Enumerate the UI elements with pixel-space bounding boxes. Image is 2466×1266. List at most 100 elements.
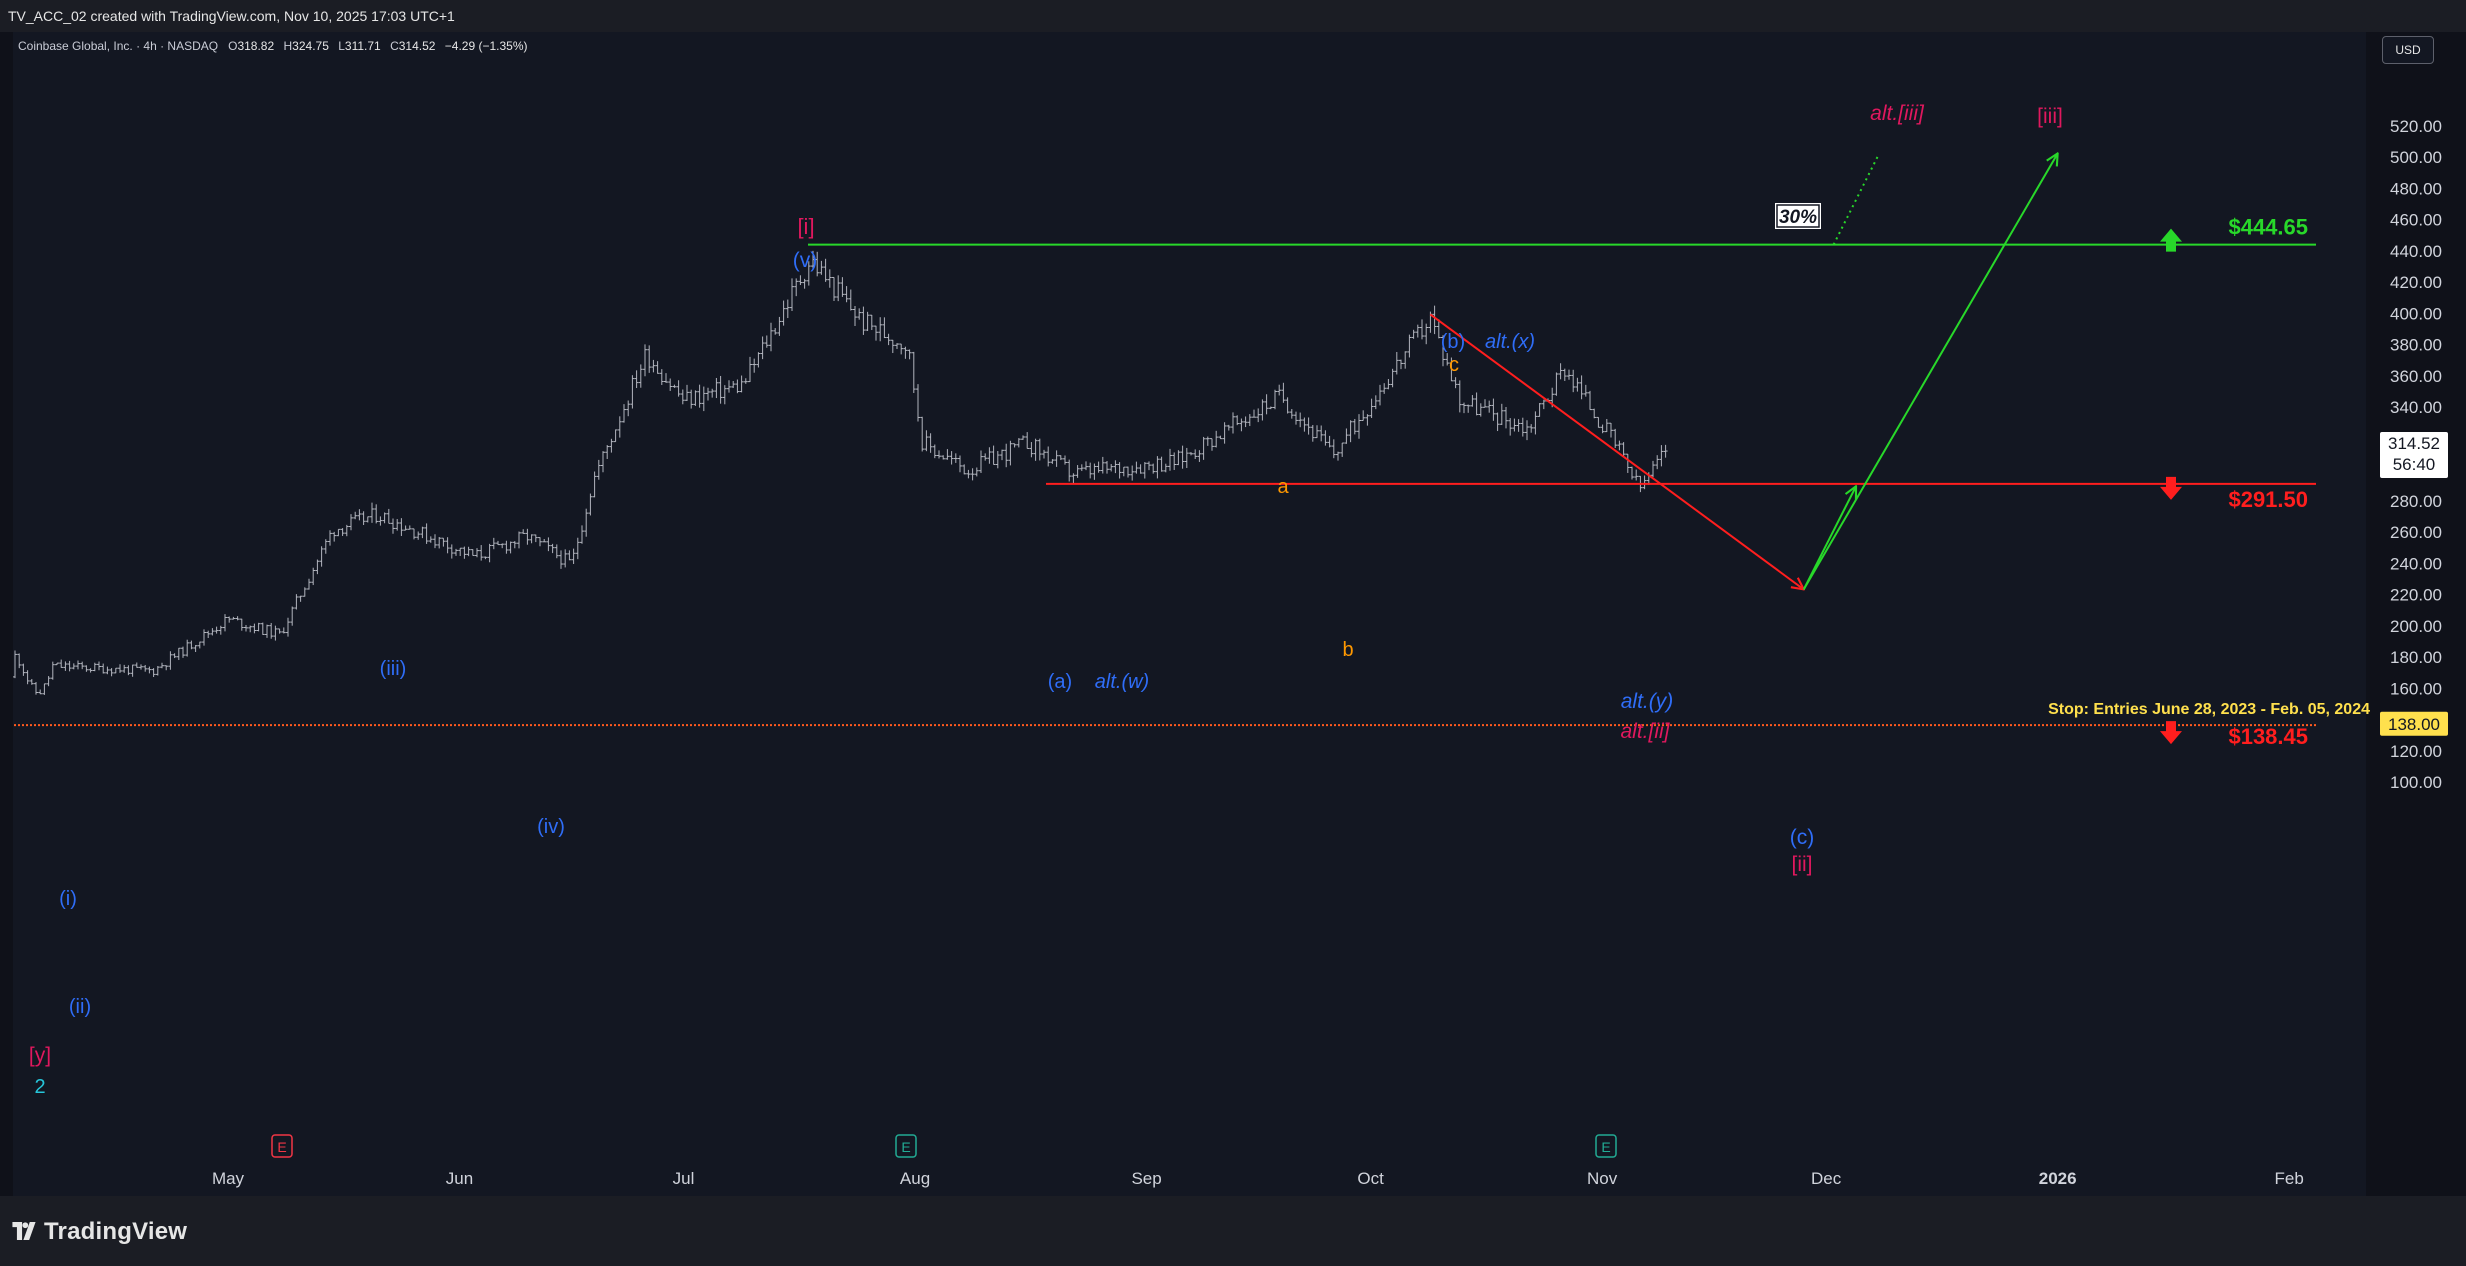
close-key: C <box>390 39 399 53</box>
wave-label: [i] <box>797 214 814 239</box>
level-price-label: $138.45 <box>2228 724 2308 749</box>
projection-line <box>1429 313 1803 589</box>
y-tick-label: 280.00 <box>2390 492 2442 511</box>
x-tick-label: Feb <box>2275 1169 2304 1188</box>
last-price-box <box>2380 431 2448 478</box>
projection-line <box>1802 486 1856 590</box>
y-tick-label: 340.00 <box>2390 398 2442 417</box>
wave-label: (iii) <box>380 658 407 680</box>
high-value: 324.75 <box>292 39 329 53</box>
wave-label: (iv) <box>537 816 565 838</box>
wave-label: c <box>1449 354 1459 376</box>
wave-label: b <box>1342 639 1353 661</box>
earnings-marker-label: E <box>1601 1139 1610 1155</box>
x-tick-label: Jun <box>446 1169 473 1188</box>
y-tick-label: 160.00 <box>2390 679 2442 698</box>
wave-label: (b) <box>1441 331 1465 353</box>
level-price-label: $444.65 <box>2228 215 2308 240</box>
y-tick-label: 260.00 <box>2390 523 2442 542</box>
created-with-text: TV_ACC_02 created with TradingView.com, … <box>8 8 455 24</box>
wave-label: a <box>1277 476 1289 498</box>
y-tick-label: 240.00 <box>2390 554 2442 573</box>
y-tick-label: 420.00 <box>2390 273 2442 292</box>
levels-layer: $444.65 $291.50 $138.45 Stop: Entries June … <box>14 215 2370 749</box>
y-tick-label: 180.00 <box>2390 648 2442 667</box>
x-tick-label: Nov <box>1587 1169 1618 1188</box>
earnings-marker-label: E <box>901 1139 910 1155</box>
y-tick-label: 380.00 <box>2390 336 2442 355</box>
wave-label: (ii) <box>69 996 91 1018</box>
close-value: 314.52 <box>398 39 436 53</box>
wave-label: 2 <box>34 1076 45 1098</box>
wave-label: [ii] <box>1792 853 1813 876</box>
y-tick-label: 520.00 <box>2390 117 2442 136</box>
wave-label: (a) <box>1048 671 1072 693</box>
wave-label: alt.(x) <box>1485 331 1535 353</box>
wave-labels-layer: [i](v)(i)(ii)(iii)(iv)[y]2(a) alt.(w)abc(… <box>29 102 2063 1158</box>
x-tick-label: 2026 <box>2039 1169 2077 1188</box>
y-tick-label: 200.00 <box>2390 617 2442 636</box>
x-tick-label: Aug <box>900 1169 930 1188</box>
last-price-label: 314.52 <box>2388 434 2440 453</box>
y-tick-label: 360.00 <box>2390 367 2442 386</box>
symbol-legend[interactable]: Coinbase Global, Inc. · 4h · NASDAQ O318… <box>18 39 528 53</box>
footer-bar <box>0 1196 2466 1266</box>
low-key: L <box>338 39 345 53</box>
y-tick-label: 480.00 <box>2390 179 2442 198</box>
level-price-label: $291.50 <box>2228 487 2308 512</box>
time-axis[interactable]: May Jun Jul Aug Sep Oct Nov Dec 2026 Feb <box>212 1169 2304 1188</box>
countdown-label: 56:40 <box>2393 455 2436 474</box>
earnings-marker-icon <box>1595 1134 1617 1158</box>
open-key: O <box>228 39 238 53</box>
y-tick-label: 440.00 <box>2390 242 2442 261</box>
wave-label: (i) <box>59 888 77 910</box>
y-tick-label: 400.00 <box>2390 304 2442 323</box>
level-arrow-down-icon <box>2160 476 2182 500</box>
y-tick-label: 120.00 <box>2390 742 2442 761</box>
price-axis[interactable]: 100.00120.00140.00160.00180.00200.00220.… <box>2380 117 2448 792</box>
symbol-name: Coinbase Global, Inc. · 4h · NASDAQ <box>18 39 219 53</box>
stop-axis-box <box>2380 711 2448 736</box>
stop-text: Stop: Entries June 28, 2023 - Feb. 05, 2… <box>2048 701 2370 718</box>
level-arrow-up-icon <box>2160 228 2182 252</box>
x-tick-label: Jul <box>673 1169 695 1188</box>
earnings-marker-icon <box>895 1134 917 1158</box>
earnings-marker-icon <box>271 1134 293 1158</box>
open-value: 318.82 <box>237 39 275 53</box>
wave-label: [iii] <box>2037 105 2063 128</box>
tradingview-logo-icon <box>12 1222 36 1240</box>
projections-layer: 30% <box>1429 153 2058 590</box>
probability-badge-bg <box>1773 201 1823 231</box>
candles-layer <box>13 250 1668 695</box>
projection-line <box>1802 153 2058 590</box>
stop-axis-label: 138.00 <box>2388 715 2440 734</box>
projection-line <box>1832 154 1880 246</box>
top-bar: TV_ACC_02 created with TradingView.com, … <box>0 0 2466 32</box>
y-tick-label: 460.00 <box>2390 211 2442 230</box>
tradingview-logo: TradingView <box>12 1218 187 1246</box>
low-value: 311.71 <box>344 39 381 53</box>
brand-name: TradingView <box>44 1218 188 1245</box>
x-tick-label: May <box>212 1169 245 1188</box>
high-key: H <box>283 39 293 53</box>
y-tick-label: 100.00 <box>2390 773 2442 792</box>
probability-badge-text: 30% <box>1779 207 1817 228</box>
earnings-marker-label: E <box>277 1139 286 1155</box>
y-tick-label: 220.00 <box>2390 586 2442 605</box>
wave-label: alt.(y) <box>1621 690 1674 713</box>
wave-label: [y] <box>29 1044 51 1067</box>
x-tick-label: Oct <box>1357 1169 1384 1188</box>
x-tick-label: Dec <box>1811 1169 1842 1188</box>
wave-label: (v) <box>793 249 818 272</box>
y-tick-label: 500.00 <box>2390 148 2442 167</box>
wave-label: alt.(w) <box>1095 671 1149 693</box>
currency-button[interactable]: USD <box>2382 36 2434 64</box>
wave-label: alt.[iii] <box>1870 102 1925 125</box>
x-tick-label: Sep <box>1131 1169 1161 1188</box>
wave-label: (c) <box>1790 826 1815 849</box>
change-value: −4.29 (−1.35%) <box>444 39 528 53</box>
chart-area[interactable] <box>13 32 2366 1196</box>
level-arrow-down-icon <box>2160 721 2182 745</box>
wave-label: alt.[ii] <box>1620 720 1670 743</box>
